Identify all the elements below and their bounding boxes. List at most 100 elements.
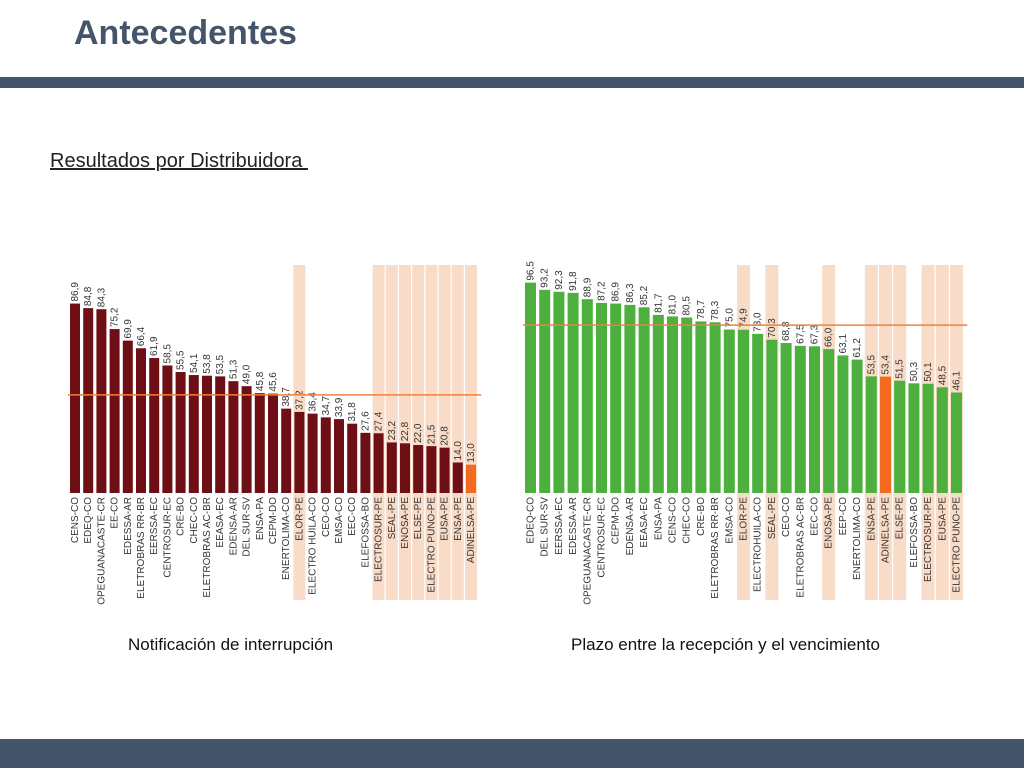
value-label-del-sur-sv: 93,2 bbox=[540, 268, 551, 288]
highlight-band-electro-puno-pe bbox=[425, 265, 438, 600]
value-label-electrohuila-co: 73,0 bbox=[753, 312, 764, 332]
value-label-enosa-pe: 22,8 bbox=[400, 421, 411, 441]
value-label-eec-co: 31,8 bbox=[347, 402, 358, 422]
category-label-eerssa-ec: EERSSA-EC bbox=[149, 497, 160, 555]
category-label-coopeguanacaste-cr: COOPEGUANACASTE-CR bbox=[582, 497, 593, 605]
value-label-elefossa-bo: 50,3 bbox=[909, 361, 920, 381]
value-label-eletrobras-ac-br: 67,5 bbox=[795, 324, 806, 344]
value-label-enertolima-co: 38,7 bbox=[281, 387, 292, 407]
header-accent-bar bbox=[0, 77, 1024, 88]
chart-plazo-recepcion-vencimiento: 96,5 EDEQ-CO 93,2 DEL SUR-SV 92,3 EERSSA-EC 91… bbox=[523, 261, 968, 605]
bar-emsa-co bbox=[723, 329, 735, 493]
category-label-seal-pe: SEAL-PE bbox=[767, 497, 778, 540]
bar-elefossa-bo bbox=[360, 432, 371, 493]
value-label-edeq-co: 84,8 bbox=[83, 286, 94, 306]
value-label-ceo-co: 68,8 bbox=[781, 321, 792, 341]
category-label-adinelsa-pe: ADINELSA-PE bbox=[466, 497, 477, 563]
category-label-electro-huila-co: ELECTRO HUILA-CO bbox=[308, 497, 319, 595]
value-label-eerssa-ec: 61,9 bbox=[149, 336, 160, 356]
category-label-eep-co: EEP-CO bbox=[838, 497, 849, 536]
category-label-cepm-do: CEPM-DO bbox=[611, 497, 622, 544]
category-label-enertolima-co: ENERTOLIMA-CO bbox=[281, 497, 292, 580]
value-label-eletrobras-rr-br: 78,3 bbox=[710, 300, 721, 320]
category-label-eusa-pe: EUSA-PE bbox=[937, 497, 948, 541]
category-label-del-sur-sv: DEL SUR-SV bbox=[242, 497, 253, 557]
value-label-eusa-pe: 20,8 bbox=[440, 426, 451, 446]
category-label-else-pe: ELSE-PE bbox=[413, 497, 424, 540]
bar-seal-pe bbox=[766, 339, 778, 493]
value-label-seal-pe: 70,3 bbox=[767, 318, 778, 338]
category-label-ensa-pa: ENSA-PA bbox=[255, 497, 266, 540]
category-label-electro-puno-pe: ELECTRO PUNO-PE bbox=[952, 497, 963, 593]
value-label-adinelsa-pe: 13,0 bbox=[466, 443, 477, 463]
bar-eerssa-ec bbox=[553, 291, 565, 493]
value-label-cepm-do: 45,6 bbox=[268, 372, 279, 392]
category-label-electro-puno-pe: ELECTRO PUNO-PE bbox=[426, 497, 437, 593]
value-label-else-pe: 51,5 bbox=[895, 359, 906, 379]
category-label-eec-co: EEC-CO bbox=[347, 497, 358, 536]
category-label-eletrobras-rr-br: ELETROBRAS RR-BR bbox=[710, 497, 721, 599]
value-label-eletrobras-ac-br: 53,8 bbox=[202, 354, 213, 374]
value-label-coopeguanacaste-cr: 88,9 bbox=[582, 277, 593, 297]
bar-eeasa-ec bbox=[215, 376, 226, 493]
value-label-elefossa-bo: 27,6 bbox=[360, 411, 371, 431]
category-label-edeq-co: EDEQ-CO bbox=[83, 497, 94, 544]
value-label-elor-pe: 37,2 bbox=[294, 390, 305, 410]
bar-eusa-pe bbox=[439, 447, 450, 493]
highlight-band-electrosur-pe bbox=[372, 265, 385, 600]
category-label-cens-co: CENS-CO bbox=[668, 497, 679, 543]
value-label-electro-puno-pe: 46,1 bbox=[952, 371, 963, 391]
value-label-eep-co: 63,1 bbox=[838, 334, 849, 354]
value-label-edessa-ar: 91,8 bbox=[568, 271, 579, 291]
value-label-electrosur-pe: 27,4 bbox=[374, 411, 385, 431]
category-label-eletrobras-ac-br: ELETROBRAS AC-BR bbox=[202, 497, 213, 598]
bar-enosa-pe bbox=[823, 349, 835, 493]
bar-edessa-ar bbox=[122, 340, 133, 493]
value-label-eusa-pe: 48,5 bbox=[937, 365, 948, 385]
category-label-coopeguanacaste-cr: COOPEGUANACASTE-CR bbox=[96, 497, 107, 605]
bar-ensa-pa bbox=[254, 393, 265, 493]
bar-edessa-ar bbox=[567, 292, 579, 493]
bar-ensa-pa bbox=[652, 314, 664, 493]
value-label-centrosur-ec: 58,5 bbox=[162, 344, 173, 364]
chart-notificacion-interrupcion: 86,9 CENS-CO 84,8 EDEQ-CO 84,3 COOPEGUANACAST… bbox=[68, 265, 482, 605]
value-label-ensa-pe: 14,0 bbox=[453, 441, 464, 461]
value-label-ceo-co: 34,7 bbox=[321, 395, 332, 415]
value-label-cens-co: 81,0 bbox=[668, 295, 679, 315]
footer-accent-bar bbox=[0, 739, 1024, 768]
bar-coopeguanacaste-cr bbox=[96, 309, 107, 493]
value-label-edensa-ar: 86,3 bbox=[625, 283, 636, 303]
bar-electro-puno-pe bbox=[951, 392, 962, 493]
bar-else-pe bbox=[413, 445, 424, 493]
value-label-chec-co: 54,1 bbox=[189, 353, 200, 373]
bar-ee-co bbox=[109, 329, 120, 493]
category-label-edessa-ar: EDESSA-AR bbox=[568, 497, 579, 555]
category-label-eusa-pe: EUSA-PE bbox=[440, 497, 451, 541]
bar-electrosur-pe bbox=[922, 383, 934, 493]
category-label-emsa-co: EMSA-CO bbox=[724, 497, 735, 544]
category-label-electrosur-pe: ELECTROSUR-PE bbox=[923, 497, 934, 582]
category-label-adinelsa-pe: ADINELSA-PE bbox=[881, 497, 892, 563]
value-label-eeasa-ec: 53,5 bbox=[215, 354, 226, 374]
bar-edensa-ar bbox=[228, 381, 239, 493]
value-label-coopeguanacaste-cr: 84,3 bbox=[96, 287, 107, 307]
category-label-eec-co: EEC-CO bbox=[810, 497, 821, 536]
bar-eec-co bbox=[347, 423, 358, 493]
bar-eletrobras-rr-br bbox=[709, 322, 721, 493]
category-label-edeq-co: EDEQ-CO bbox=[526, 497, 537, 544]
value-label-ensa-pa: 81,7 bbox=[653, 293, 664, 313]
category-label-else-pe: ELSE-PE bbox=[895, 497, 906, 540]
value-label-edensa-ar: 51,3 bbox=[228, 359, 239, 379]
category-label-eletrobras-rr-br: ELETROBRAS RR-BR bbox=[136, 497, 147, 599]
category-label-electrohuila-co: ELECTROHUILA-CO bbox=[753, 497, 764, 592]
bar-edensa-ar bbox=[624, 304, 636, 493]
bar-else-pe bbox=[894, 380, 906, 493]
value-label-electrosur-pe: 50,1 bbox=[923, 362, 934, 382]
value-label-electro-huila-co: 36,4 bbox=[308, 392, 319, 412]
category-label-elor-pe: ELOR-PE bbox=[294, 497, 305, 541]
category-label-chec-co: CHEC-CO bbox=[189, 497, 200, 544]
bar-centrosur-ec bbox=[596, 302, 607, 493]
bar-electrosur-pe bbox=[373, 433, 384, 493]
value-label-electro-puno-pe: 21,5 bbox=[426, 424, 437, 444]
value-label-eerssa-ec: 92,3 bbox=[554, 270, 565, 290]
